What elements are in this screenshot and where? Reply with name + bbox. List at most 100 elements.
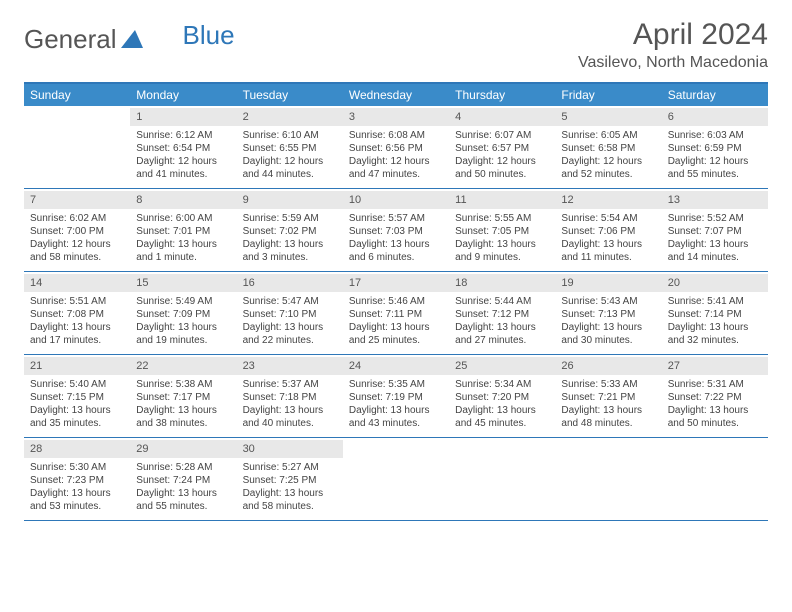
logo-icon: [119, 24, 143, 55]
sunrise-text: Sunrise: 5:40 AM: [30, 378, 124, 391]
sunrise-text: Sunrise: 5:57 AM: [349, 212, 443, 225]
sunset-text: Sunset: 6:54 PM: [136, 142, 230, 155]
day-cell: 5 Sunrise: 6:05 AMSunset: 6:58 PMDaylight…: [555, 106, 661, 188]
daylight-text: Daylight: 13 hours and 3 minutes.: [243, 238, 337, 264]
sunrise-text: Sunrise: 5:41 AM: [668, 295, 762, 308]
month-title: April 2024: [578, 18, 768, 52]
daylight-text: Daylight: 13 hours and 35 minutes.: [30, 404, 124, 430]
day-cell: 14Sunrise: 5:51 AMSunset: 7:08 PMDayligh…: [24, 272, 130, 354]
daylight-text: Daylight: 13 hours and 48 minutes.: [561, 404, 655, 430]
calendar: Sunday Monday Tuesday Wednesday Thursday…: [24, 82, 768, 521]
sunrise-text: Sunrise: 6:02 AM: [30, 212, 124, 225]
daylight-text: Daylight: 13 hours and 55 minutes.: [136, 487, 230, 513]
sunrise-text: Sunrise: 5:34 AM: [455, 378, 549, 391]
day-number: 25: [449, 357, 555, 375]
sunset-text: Sunset: 6:56 PM: [349, 142, 443, 155]
day-header: Thursday: [449, 84, 555, 106]
day-cell: 9Sunrise: 5:59 AMSunset: 7:02 PMDaylight…: [237, 189, 343, 271]
day-number: 7: [24, 191, 130, 209]
sunset-text: Sunset: 7:22 PM: [668, 391, 762, 404]
day-header-row: Sunday Monday Tuesday Wednesday Thursday…: [24, 84, 768, 106]
day-cell: 24Sunrise: 5:35 AMSunset: 7:19 PMDayligh…: [343, 355, 449, 437]
sunrise-text: Sunrise: 6:08 AM: [349, 129, 443, 142]
week-row: 1 Sunrise: 6:12 AMSunset: 6:54 PM Daylight…: [24, 106, 768, 189]
sunrise-text: Sunrise: 6:05 AM: [561, 129, 655, 142]
daylight-text: Daylight: 13 hours and 9 minutes.: [455, 238, 549, 264]
day-number: 21: [24, 357, 130, 375]
sunrise-text: Sunrise: 6:00 AM: [136, 212, 230, 225]
day-cell: 17 Sunrise: 5:46 AMSunset: 7:11 PMDayligh…: [343, 272, 449, 354]
day-number: 15: [130, 274, 236, 292]
day-number: 30: [237, 440, 343, 458]
day-cell: 26Sunrise: 5:33 AMSunset: 7:21 PMDayligh…: [555, 355, 661, 437]
daylight-text: Daylight: 13 hours and 25 minutes.: [349, 321, 443, 347]
logo-text-general: General: [24, 24, 117, 55]
sunset-text: Sunset: 7:11 PM: [349, 308, 443, 321]
daylight-text: Daylight: 13 hours and 1 minute.: [136, 238, 230, 264]
day-cell: 22Sunrise: 5:38 AMSunset: 7:17 PMDayligh…: [130, 355, 236, 437]
day-cell: 3Sunrise: 6:08 AMSunset: 6:56 PMDaylight…: [343, 106, 449, 188]
day-cell: 1Sunrise: 6:12 AMSunset: 6:54 PMDaylight…: [130, 106, 236, 188]
sunset-text: Sunset: 7:06 PM: [561, 225, 655, 238]
day-cell: 16Sunrise: 5:47 AMSunset: 7:10 PMDayligh…: [237, 272, 343, 354]
day-header: Tuesday: [237, 84, 343, 106]
day-number: 5: [555, 108, 661, 126]
sunset-text: Sunset: 7:19 PM: [349, 391, 443, 404]
day-number: 19: [555, 274, 661, 292]
day-cell: 21Sunrise: 5:40 AMSunset: 7:15 PMDayligh…: [24, 355, 130, 437]
day-cell: 30Sunrise: 5:27 AMSunset: 7:25 PMDayligh…: [237, 438, 343, 520]
day-number: 23: [237, 357, 343, 375]
sunset-text: Sunset: 6:58 PM: [561, 142, 655, 155]
logo: General Blue: [24, 18, 235, 55]
sunset-text: Sunset: 7:14 PM: [668, 308, 762, 321]
sunset-text: Sunset: 7:13 PM: [561, 308, 655, 321]
sunset-text: Sunset: 7:07 PM: [668, 225, 762, 238]
daylight-text: Daylight: 13 hours and 53 minutes.: [30, 487, 124, 513]
sunset-text: Sunset: 6:57 PM: [455, 142, 549, 155]
daylight-text: Daylight: 13 hours and 30 minutes.: [561, 321, 655, 347]
weeks-container: 1 Sunrise: 6:12 AMSunset: 6:54 PM Daylight…: [24, 106, 768, 521]
day-number: 12: [555, 191, 661, 209]
day-number: 17: [343, 274, 449, 292]
day-number: 6: [662, 108, 768, 126]
day-cell: 8Sunrise: 6:00 AMSunset: 7:01 PMDaylight…: [130, 189, 236, 271]
day-number: 1: [130, 108, 236, 126]
sunset-text: Sunset: 7:12 PM: [455, 308, 549, 321]
day-header: Friday: [555, 84, 661, 106]
day-cell: 28Sunrise: 5:30 AMSunset: 7:23 PMDayligh…: [24, 438, 130, 520]
sunset-text: Sunset: 7:10 PM: [243, 308, 337, 321]
sunrise-text: Sunrise: 5:27 AM: [243, 461, 337, 474]
day-cell: 11Sunrise: 5:55 AMSunset: 7:05 PMDayligh…: [449, 189, 555, 271]
day-header: Saturday: [662, 84, 768, 106]
daylight-text: Daylight: 12 hours and 52 minutes.: [561, 155, 655, 181]
day-cell: [449, 438, 555, 520]
day-cell: 27Sunrise: 5:31 AMSunset: 7:22 PMDayligh…: [662, 355, 768, 437]
header: General Blue April 2024 Vasilevo, North …: [24, 18, 768, 72]
sunrise-text: Sunrise: 5:44 AM: [455, 295, 549, 308]
day-cell: 20Sunrise: 5:41 AMSunset: 7:14 PMDayligh…: [662, 272, 768, 354]
day-cell: [24, 106, 130, 188]
location: Vasilevo, North Macedonia: [578, 54, 768, 72]
sunrise-text: Sunrise: 5:46 AM: [349, 295, 443, 308]
daylight-text: Daylight: 13 hours and 22 minutes.: [243, 321, 337, 347]
sunrise-text: Sunrise: 5:30 AM: [30, 461, 124, 474]
sunrise-text: Sunrise: 5:33 AM: [561, 378, 655, 391]
sunset-text: Sunset: 7:21 PM: [561, 391, 655, 404]
day-number: 28: [24, 440, 130, 458]
week-row: 28Sunrise: 5:30 AMSunset: 7:23 PMDayligh…: [24, 438, 768, 521]
day-header: Sunday: [24, 84, 130, 106]
sunrise-text: Sunrise: 6:12 AM: [136, 129, 230, 142]
week-row: 7Sunrise: 6:02 AMSunset: 7:00 PMDaylight…: [24, 189, 768, 272]
day-cell: 10Sunrise: 5:57 AMSunset: 7:03 PMDayligh…: [343, 189, 449, 271]
daylight-text: Daylight: 13 hours and 19 minutes.: [136, 321, 230, 347]
sunrise-text: Sunrise: 5:35 AM: [349, 378, 443, 391]
daylight-text: Daylight: 13 hours and 40 minutes.: [243, 404, 337, 430]
sunrise-text: Sunrise: 5:52 AM: [668, 212, 762, 225]
day-number: 27: [662, 357, 768, 375]
day-number: 9: [237, 191, 343, 209]
sunset-text: Sunset: 7:18 PM: [243, 391, 337, 404]
daylight-text: Daylight: 13 hours and 17 minutes.: [30, 321, 124, 347]
sunrise-text: Sunrise: 5:55 AM: [455, 212, 549, 225]
sunrise-text: Sunrise: 5:38 AM: [136, 378, 230, 391]
day-number: 14: [24, 274, 130, 292]
